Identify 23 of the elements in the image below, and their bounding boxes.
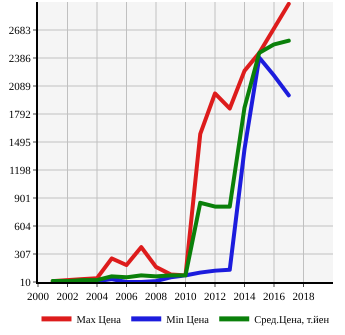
x-tick-label: 2002	[56, 291, 78, 304]
x-tick-label: 2014	[234, 291, 256, 304]
x-tick-label: 2010	[174, 291, 197, 304]
x-tick-label: 2008	[145, 291, 168, 304]
x-tick-label: 2016	[263, 291, 286, 304]
legend-label: Max Цена	[76, 314, 122, 326]
y-tick-label: 10	[20, 276, 32, 289]
y-tick-label: 1198	[9, 164, 32, 177]
x-tick-label: 2006	[116, 291, 138, 304]
y-tick-label: 2089	[8, 80, 32, 93]
x-tick-label: 2018	[292, 291, 315, 304]
legend-label: Min Цена	[166, 314, 210, 326]
x-tick-label: 2004	[86, 291, 108, 304]
y-tick-label: 604	[14, 220, 32, 233]
y-tick-label: 901	[14, 192, 31, 205]
y-tick-label: 2683	[8, 24, 32, 37]
legend-label: Сред.Цена, т.йен	[254, 314, 330, 326]
x-tick-label: 2012	[204, 291, 226, 304]
y-tick-label: 1792	[8, 108, 31, 121]
x-tick-label: 2000	[27, 291, 50, 304]
y-tick-label: 2386	[8, 52, 32, 65]
y-tick-label: 1495	[8, 136, 32, 149]
y-tick-label: 307	[14, 248, 32, 261]
